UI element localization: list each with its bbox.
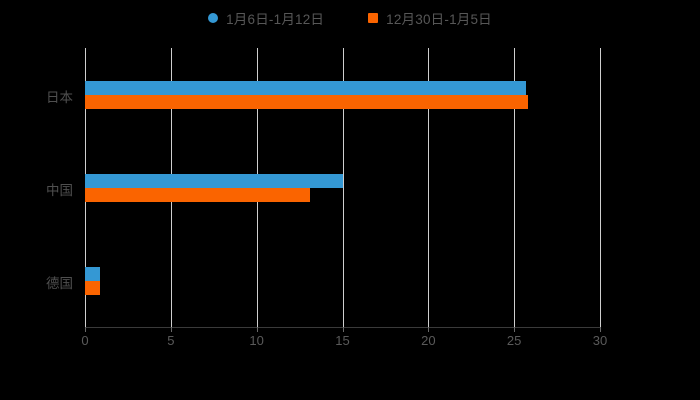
legend-label-series-1: 12月30日-1月5日 — [386, 12, 492, 27]
legend-marker-square-icon — [368, 13, 379, 23]
tick-mark-5 — [170, 327, 172, 332]
x-tick-label: 25 — [506, 333, 522, 348]
tick-mark-10 — [256, 327, 258, 332]
x-tick-label: 20 — [421, 333, 436, 348]
x-tick-label: 30 — [592, 333, 608, 348]
x-tick-label: 5 — [167, 333, 175, 348]
bar-group — [85, 173, 600, 202]
x-tick-label: 15 — [335, 333, 350, 348]
bar[interactable] — [85, 173, 343, 188]
x-tick-label: 10 — [249, 333, 264, 348]
bar[interactable] — [85, 187, 310, 202]
bar-group — [85, 80, 600, 109]
bar[interactable] — [85, 280, 101, 295]
category-label: 中国 — [46, 182, 73, 198]
legend-item-series-1[interactable]: 12月30日-1月5日 — [368, 8, 492, 28]
bar[interactable] — [85, 266, 101, 281]
gridline-30 — [600, 48, 601, 327]
gridline-25 — [514, 48, 516, 327]
chart-legend: 1月6日-1月12日 12月30日-1月5日 — [0, 8, 700, 28]
x-tick-label: 0 — [81, 333, 89, 348]
tick-mark-25 — [514, 327, 516, 332]
plot-area: 0 5 10 15 20 25 30 日本中国德国 — [46, 48, 607, 348]
legend-label-series-0: 1月6日-1月12日 — [226, 12, 325, 27]
tick-mark-20 — [428, 327, 430, 332]
tick-mark-0 — [85, 327, 86, 332]
tick-mark-30 — [600, 327, 601, 332]
category-label: 日本 — [46, 89, 73, 105]
legend-marker-circle-icon — [208, 13, 219, 23]
category-label: 德国 — [46, 275, 73, 291]
tick-mark-15 — [342, 327, 344, 332]
gridline-15 — [342, 48, 344, 327]
gridline-20 — [428, 48, 430, 327]
bar[interactable] — [85, 80, 527, 95]
legend-item-series-0[interactable]: 1月6日-1月12日 — [208, 8, 324, 28]
bar[interactable] — [85, 94, 528, 109]
bar-group — [85, 266, 600, 295]
